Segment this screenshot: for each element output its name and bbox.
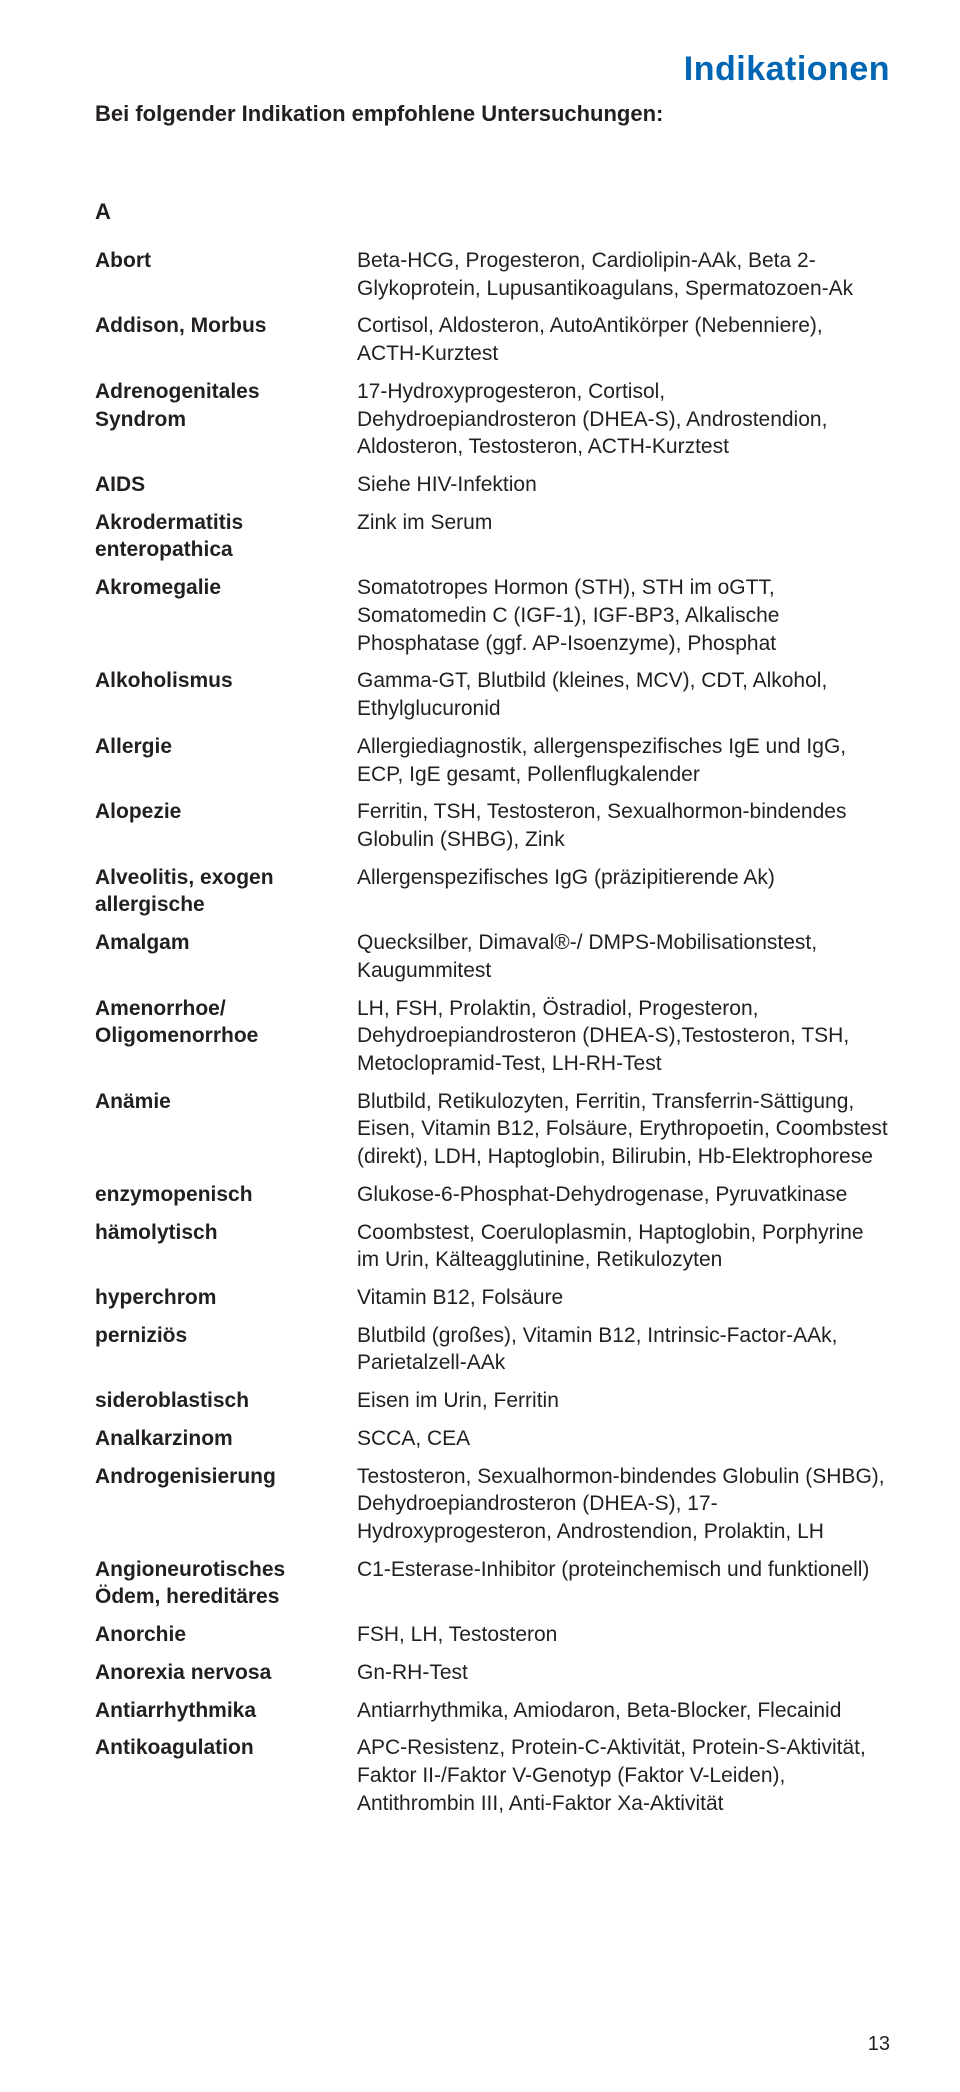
page-container: Indikationen Bei folgender Indikation em…	[0, 0, 960, 2092]
entry-row: Amenorrhoe/ OligomenorrhoeLH, FSH, Prola…	[95, 995, 890, 1078]
entry-row: Addison, MorbusCortisol, Aldosteron, Aut…	[95, 312, 890, 367]
entry-row: enzymopenischGlukose-6-Phosphat-Dehydrog…	[95, 1181, 890, 1209]
entry-desc: 17-Hydroxyprogesteron, Cortisol, Dehydro…	[357, 378, 890, 461]
entry-term: Akromegalie	[95, 574, 357, 602]
entry-row: AIDSSiehe HIV-Infektion	[95, 471, 890, 499]
entry-row: AmalgamQuecksilber, Dimaval®-/ DMPS-Mobi…	[95, 929, 890, 984]
page-title: Indikationen	[95, 50, 890, 89]
entry-term: Abort	[95, 247, 357, 275]
entry-term: AIDS	[95, 471, 357, 499]
entry-desc: Cortisol, Aldosteron, AutoAntikörper (Ne…	[357, 312, 890, 367]
entry-desc: FSH, LH, Testosteron	[357, 1621, 890, 1649]
entry-term: Androgenisierung	[95, 1463, 357, 1491]
entries-list: AbortBeta-HCG, Progesteron, Cardiolipin-…	[95, 247, 890, 1818]
entry-term: Allergie	[95, 733, 357, 761]
entry-row: AntikoagulationAPC-Resistenz, Protein-C-…	[95, 1734, 890, 1817]
entry-row: sideroblastischEisen im Urin, Ferritin	[95, 1387, 890, 1415]
entry-desc: Ferritin, TSH, Testosteron, Sexualhormon…	[357, 798, 890, 853]
entry-row: AntiarrhythmikaAntiarrhythmika, Amiodaro…	[95, 1697, 890, 1725]
entry-term: Alveolitis, exogen allergische	[95, 864, 357, 919]
entry-term: Akrodermatitis enteropathica	[95, 509, 357, 564]
entry-term: Amenorrhoe/ Oligomenorrhoe	[95, 995, 357, 1050]
entry-row: Adrenogenitales Syndrom17-Hydroxyprogest…	[95, 378, 890, 461]
entry-term: hämolytisch	[95, 1219, 357, 1247]
entry-row: AnämieBlutbild, Retikulozyten, Ferritin,…	[95, 1088, 890, 1171]
entry-desc: Quecksilber, Dimaval®-/ DMPS-Mobilisatio…	[357, 929, 890, 984]
entry-desc: Vitamin B12, Folsäure	[357, 1284, 890, 1312]
entry-term: Angioneurotisches Ödem, hereditäres	[95, 1556, 357, 1611]
entry-desc: Zink im Serum	[357, 509, 890, 537]
entry-term: Adrenogenitales Syndrom	[95, 378, 357, 433]
entry-desc: LH, FSH, Prolaktin, Östradiol, Progester…	[357, 995, 890, 1078]
entry-row: AndrogenisierungTestosteron, Sexualhormo…	[95, 1463, 890, 1546]
entry-desc: Somatotropes Hormon (STH), STH im oGTT, …	[357, 574, 890, 657]
entry-desc: Beta-HCG, Progesteron, Cardiolipin-AAk, …	[357, 247, 890, 302]
entry-desc: Allergiediagnostik, allergenspezifisches…	[357, 733, 890, 788]
entry-term: Anämie	[95, 1088, 357, 1116]
entry-desc: Testosteron, Sexualhormon-bindendes Glob…	[357, 1463, 890, 1546]
page-number: 13	[868, 2033, 890, 2056]
entry-desc: Antiarrhythmika, Amiodaron, Beta-Blocker…	[357, 1697, 890, 1725]
page-subtitle: Bei folgender Indikation empfohlene Unte…	[95, 101, 890, 127]
entry-term: Alkoholismus	[95, 667, 357, 695]
entry-row: AkromegalieSomatotropes Hormon (STH), ST…	[95, 574, 890, 657]
entry-term: Amalgam	[95, 929, 357, 957]
entry-term: perniziös	[95, 1322, 357, 1350]
entry-row: AnorchieFSH, LH, Testosteron	[95, 1621, 890, 1649]
entry-row: hyperchromVitamin B12, Folsäure	[95, 1284, 890, 1312]
entry-desc: SCCA, CEA	[357, 1425, 890, 1453]
entry-term: enzymopenisch	[95, 1181, 357, 1209]
entry-term: Alopezie	[95, 798, 357, 826]
entry-term: Anorchie	[95, 1621, 357, 1649]
section-letter: A	[95, 199, 890, 225]
entry-row: hämolytischCoombstest, Coeruloplasmin, H…	[95, 1219, 890, 1274]
entry-row: perniziösBlutbild (großes), Vitamin B12,…	[95, 1322, 890, 1377]
entry-desc: Blutbild (großes), Vitamin B12, Intrinsi…	[357, 1322, 890, 1377]
entry-desc: Siehe HIV-Infektion	[357, 471, 890, 499]
entry-row: AnalkarzinomSCCA, CEA	[95, 1425, 890, 1453]
entry-row: AbortBeta-HCG, Progesteron, Cardiolipin-…	[95, 247, 890, 302]
entry-term: Addison, Morbus	[95, 312, 357, 340]
entry-term: sideroblastisch	[95, 1387, 357, 1415]
entry-desc: APC-Resistenz, Protein-C-Aktivität, Prot…	[357, 1734, 890, 1817]
entry-row: AllergieAllergiediagnostik, allergenspez…	[95, 733, 890, 788]
entry-desc: Gamma-GT, Blutbild (kleines, MCV), CDT, …	[357, 667, 890, 722]
entry-desc: Eisen im Urin, Ferritin	[357, 1387, 890, 1415]
entry-row: Alveolitis, exogen allergischeAllergensp…	[95, 864, 890, 919]
entry-term: Antiarrhythmika	[95, 1697, 357, 1725]
entry-desc: Gn-RH-Test	[357, 1659, 890, 1687]
entry-row: AlopezieFerritin, TSH, Testosteron, Sexu…	[95, 798, 890, 853]
entry-row: Anorexia nervosaGn-RH-Test	[95, 1659, 890, 1687]
entry-row: Akrodermatitis enteropathicaZink im Seru…	[95, 509, 890, 564]
entry-row: Angioneurotisches Ödem, hereditäresC1-Es…	[95, 1556, 890, 1611]
entry-desc: Glukose-6-Phosphat-Dehydrogenase, Pyruva…	[357, 1181, 890, 1209]
entry-desc: Coombstest, Coeruloplasmin, Haptoglobin,…	[357, 1219, 890, 1274]
entry-term: Antikoagulation	[95, 1734, 357, 1762]
entry-term: hyperchrom	[95, 1284, 357, 1312]
entry-desc: Allergenspezifisches IgG (präzipitierend…	[357, 864, 890, 892]
entry-term: Anorexia nervosa	[95, 1659, 357, 1687]
entry-desc: C1-Esterase-Inhibitor (proteinchemisch u…	[357, 1556, 890, 1584]
entry-row: AlkoholismusGamma-GT, Blutbild (kleines,…	[95, 667, 890, 722]
entry-desc: Blutbild, Retikulozyten, Ferritin, Trans…	[357, 1088, 890, 1171]
entry-term: Analkarzinom	[95, 1425, 357, 1453]
